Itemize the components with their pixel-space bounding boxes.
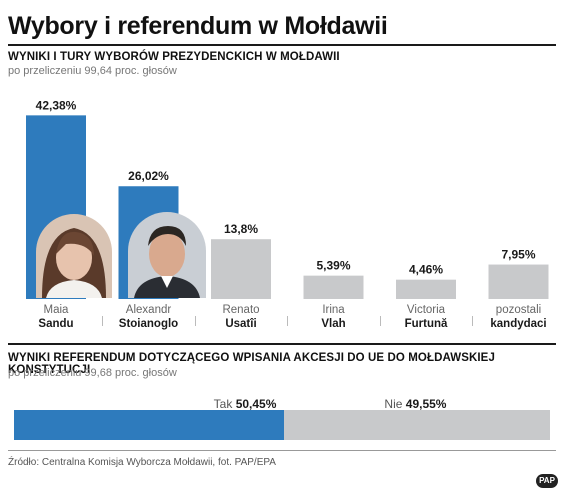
yes-value: 50,45% [235, 397, 277, 411]
referendum-no-label: Nie 49,55% [384, 397, 446, 411]
referendum-subheading: po przeliczeniu 99,68 proc. głosów [8, 367, 177, 379]
candidate-last-name-1: Stoianoglo [118, 318, 179, 330]
section-rule [8, 343, 556, 345]
name-separator [102, 316, 104, 326]
name-separator [287, 316, 289, 326]
candidate-first-name-0: Maia [43, 304, 69, 316]
name-separator [379, 316, 381, 326]
bar-value-label-3: 5,39% [316, 259, 350, 273]
bar-value-label-1: 26,02% [128, 169, 169, 183]
candidate-last-name-2: Usatîi [225, 318, 257, 330]
footer-rule [8, 450, 556, 451]
source-note: Źródło: Centralna Komisja Wyborcza Mołda… [8, 457, 276, 468]
referendum-heading: WYNIKI REFERENDUM DOTYCZĄCEGO WPISANIA A… [8, 352, 495, 376]
election-subheading: po przeliczeniu 99,64 proc. głosów [8, 65, 177, 77]
referendum-yes-bar [14, 410, 285, 440]
candidate-first-name-2: Renato [222, 304, 260, 316]
election-heading: WYNIKI I TURY WYBORÓW PREZYDENCKICH W MO… [8, 51, 340, 63]
bar-value-label-4: 4,46% [409, 263, 443, 277]
candidate-first-name-5: pozostali [495, 304, 542, 316]
title-rule [8, 44, 556, 46]
page-title: Wybory i referendum w Mołdawii [8, 12, 388, 40]
yes-label-text: Tak [213, 397, 233, 411]
candidate-last-name-4: Furtună [404, 318, 448, 330]
candidate-last-name-5: kandydaci [490, 318, 547, 330]
referendum-no-bar [284, 410, 550, 440]
candidate-first-name-1: Alexandr [125, 304, 172, 316]
no-label-text: Nie [384, 397, 403, 411]
name-separator [472, 316, 474, 326]
pap-logo: PAP [536, 474, 558, 488]
referendum-yes-label: Tak 50,45% [104, 397, 277, 411]
no-value: 49,55% [405, 397, 447, 411]
stoianoglo-photo [128, 212, 206, 298]
name-separator [194, 316, 196, 326]
bar-value-label-2: 13,8% [224, 222, 258, 236]
bar-value-label-5: 7,95% [501, 248, 535, 262]
candidate-first-name-4: Victoria [406, 304, 446, 316]
bar-5 [488, 264, 549, 299]
bar-2 [211, 239, 271, 299]
candidate-last-name-0: Sandu [38, 318, 74, 330]
bar-4 [396, 279, 456, 299]
candidate-first-name-3: Irina [322, 304, 345, 316]
bar-value-label-0: 42,38% [36, 98, 77, 112]
candidate-last-name-3: Vlah [321, 318, 346, 330]
bar-3 [303, 275, 364, 299]
sandu-photo [36, 214, 112, 298]
